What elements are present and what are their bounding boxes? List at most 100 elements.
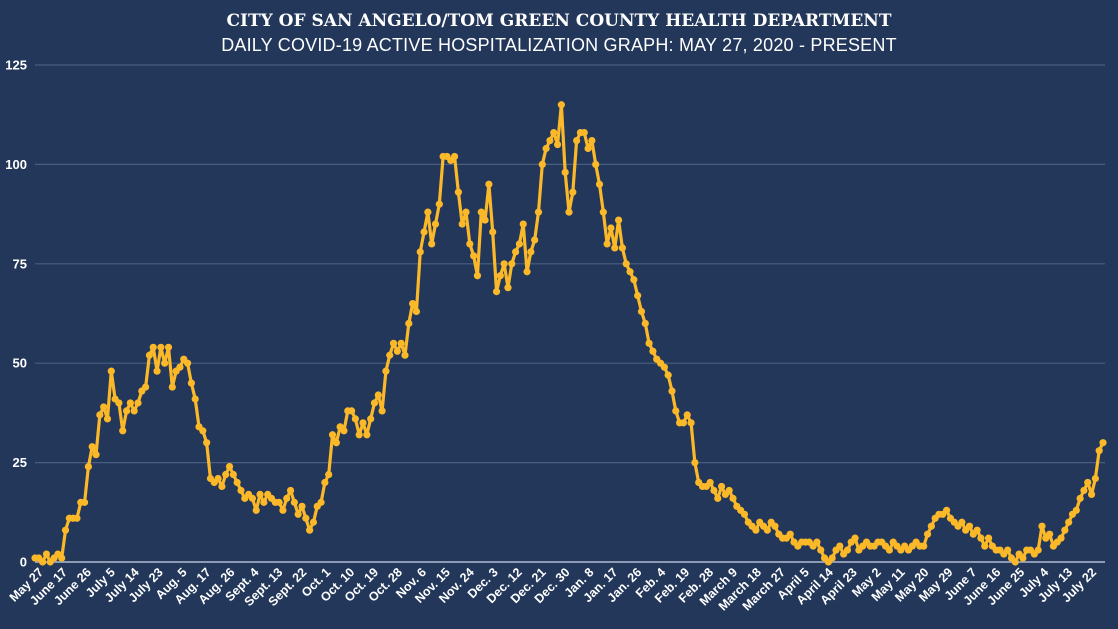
data-point <box>397 339 405 347</box>
data-point <box>1072 506 1080 514</box>
data-point <box>725 486 733 495</box>
data-point <box>214 474 222 483</box>
data-point <box>161 359 169 367</box>
data-point <box>1084 478 1092 487</box>
data-point <box>88 443 96 451</box>
data-point <box>531 236 539 244</box>
data-point <box>317 498 325 506</box>
data-point <box>119 427 127 435</box>
data-point <box>1095 447 1103 455</box>
data-point <box>565 208 573 216</box>
data-point <box>294 510 302 518</box>
data-point <box>409 299 417 308</box>
y-tick-label: 25 <box>13 455 27 470</box>
data-point <box>92 451 100 459</box>
data-point <box>96 411 104 419</box>
data-point <box>153 367 161 375</box>
y-tick-label: 125 <box>5 58 27 73</box>
data-point <box>534 208 543 216</box>
data-point <box>641 319 649 328</box>
data-point <box>370 399 379 407</box>
data-point <box>130 407 138 415</box>
data-point <box>588 136 596 145</box>
data-point <box>481 216 489 224</box>
data-point <box>664 371 672 379</box>
data-point <box>920 542 928 550</box>
data-point <box>473 272 482 280</box>
data-point <box>1065 518 1073 526</box>
y-tick-label: 100 <box>5 157 27 172</box>
data-point <box>80 498 89 506</box>
data-point <box>786 530 794 538</box>
data-point <box>706 478 714 487</box>
data-point <box>645 339 653 347</box>
data-point <box>740 510 749 518</box>
data-point <box>389 339 398 347</box>
data-point <box>462 208 470 216</box>
chart-title: CITY OF SAN ANGELO/TOM GREEN COUNTY HEAL… <box>227 11 892 31</box>
data-point <box>984 534 993 542</box>
data-point <box>126 399 134 407</box>
data-point <box>286 486 295 495</box>
data-point <box>634 292 642 300</box>
data-point <box>321 478 329 487</box>
data-point <box>233 478 241 487</box>
data-point <box>603 240 611 248</box>
data-point <box>1087 490 1096 499</box>
data-point <box>107 367 115 375</box>
data-point <box>458 220 466 228</box>
data-point <box>298 502 306 510</box>
data-point <box>672 407 680 415</box>
data-point <box>500 260 508 268</box>
data-point <box>508 260 516 268</box>
data-point <box>340 427 348 435</box>
data-point <box>637 307 646 316</box>
y-tick-label: 75 <box>13 256 27 271</box>
data-point <box>149 343 157 351</box>
data-point <box>405 319 413 328</box>
data-point <box>1076 494 1084 502</box>
data-point <box>168 383 176 391</box>
data-point <box>393 347 401 355</box>
data-point <box>569 188 577 196</box>
data-point <box>550 128 558 137</box>
data-point <box>363 431 371 439</box>
data-point <box>607 224 615 232</box>
data-point <box>973 526 981 534</box>
data-point <box>977 534 985 542</box>
data-point <box>218 482 226 491</box>
data-point <box>1038 522 1046 530</box>
data-point <box>511 248 520 256</box>
data-point <box>203 439 211 447</box>
data-point <box>279 506 287 514</box>
data-point <box>142 383 150 391</box>
data-point <box>927 522 935 530</box>
data-point <box>717 482 726 491</box>
data-point <box>412 307 421 316</box>
data-point <box>923 530 932 538</box>
data-point <box>542 144 550 153</box>
data-point <box>428 240 436 248</box>
data-point <box>813 538 821 546</box>
data-point <box>237 486 245 495</box>
data-point <box>519 220 527 228</box>
data-point <box>1004 546 1012 554</box>
data-point <box>626 268 634 276</box>
data-point <box>191 395 199 403</box>
data-point <box>435 200 443 208</box>
data-point <box>1034 546 1042 554</box>
data-point <box>592 160 600 168</box>
data-point <box>1091 474 1099 483</box>
data-point <box>386 351 394 359</box>
data-point <box>649 347 657 355</box>
data-point <box>1019 554 1027 562</box>
data-point <box>496 272 504 280</box>
data-point <box>416 248 424 256</box>
data-point <box>546 136 554 145</box>
data-point <box>401 351 409 359</box>
data-point <box>183 359 192 367</box>
data-point <box>836 542 844 550</box>
data-point <box>256 490 264 499</box>
data-point <box>595 180 604 188</box>
